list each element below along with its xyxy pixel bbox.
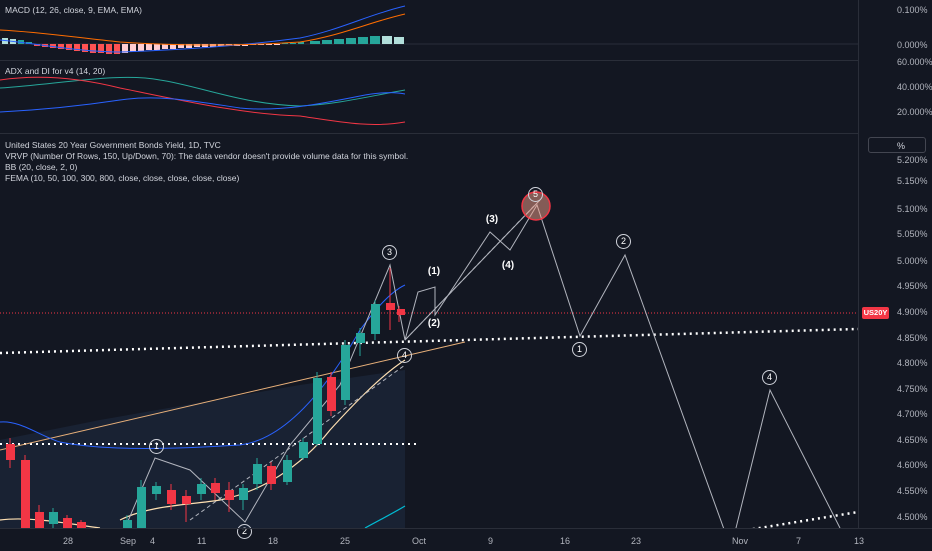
time-tick: 7	[796, 536, 802, 546]
vrvp-legend[interactable]: VRVP (Number Of Rows, 150, Up/Down, 70):…	[5, 151, 409, 161]
bb-legend[interactable]: BB (20, close, 2, 0)	[5, 162, 78, 172]
macd-legend[interactable]: MACD (12, 26, close, 9, EMA, EMA)	[5, 5, 142, 15]
price-tick: 4.900%	[897, 307, 928, 317]
price-tick: 4.950%	[897, 281, 928, 291]
adx-legend[interactable]: ADX and DI for v4 (14, 20)	[5, 66, 106, 76]
price-tick: 4.750%	[897, 384, 928, 394]
price-tick: 4.650%	[897, 435, 928, 445]
wave-label-circled[interactable]: 4	[397, 348, 412, 363]
adx-tick: 40.000%	[897, 82, 932, 92]
price-tick: 4.700%	[897, 409, 928, 419]
time-tick: 28	[63, 536, 74, 546]
wave-label-circled[interactable]: 4	[762, 370, 777, 385]
adx-pane[interactable]: ADX and DI for v4 (14, 20)	[0, 61, 858, 134]
time-tick: 23	[631, 536, 642, 546]
time-tick: 25	[340, 536, 351, 546]
symbol-price-tag: US20Y	[862, 307, 889, 319]
wave-label-circled[interactable]: 2	[237, 524, 252, 539]
adx-tick: 60.000%	[897, 57, 932, 67]
chart-drawing	[0, 5, 858, 528]
wave-label-circled[interactable]: 1	[149, 439, 164, 454]
wave-label-paren[interactable]: (2)	[427, 318, 441, 329]
price-tick: 4.600%	[897, 460, 928, 470]
wave-label-circled[interactable]: 1	[572, 342, 587, 357]
adx-tick: 20.000%	[897, 107, 932, 117]
macd-pane[interactable]: MACD (12, 26, close, 9, EMA, EMA)	[0, 0, 858, 61]
wave-label-paren[interactable]: (3)	[485, 214, 499, 225]
time-tick: 11	[197, 536, 207, 546]
time-tick: 13	[854, 536, 865, 546]
wave-label-circled[interactable]: 5	[528, 187, 543, 202]
candles	[6, 268, 405, 528]
wave-label-circled[interactable]: 2	[616, 234, 631, 249]
time-tick: 9	[488, 536, 494, 546]
time-tick: Nov	[732, 536, 749, 546]
fema-legend[interactable]: FEMA (10, 50, 100, 300, 800, close, clos…	[5, 173, 240, 183]
time-tick: 18	[268, 536, 279, 546]
time-axis[interactable]: 28 Sep 4 11 18 25 Oct 9 16 23 Nov 7 13	[0, 528, 932, 551]
price-axis[interactable]	[858, 0, 932, 528]
price-tick: 4.800%	[897, 358, 928, 368]
price-tick: 4.500%	[897, 512, 928, 522]
wave-label-paren[interactable]: (4)	[501, 260, 515, 271]
price-tick: 4.850%	[897, 333, 928, 343]
price-tick: 4.550%	[897, 486, 928, 496]
price-tick: 5.150%	[897, 176, 928, 186]
wave-label-paren[interactable]: (1)	[427, 266, 441, 277]
price-tick: 5.200%	[897, 155, 928, 165]
percent-scale-button[interactable]: %	[868, 137, 926, 153]
price-tick: 5.000%	[897, 256, 928, 266]
price-tick: 5.100%	[897, 204, 928, 214]
symbol-legend[interactable]: United States 20 Year Government Bonds Y…	[5, 140, 221, 150]
macd-tick: 0.000%	[897, 40, 928, 50]
time-tick: 4	[150, 536, 156, 546]
time-tick: Oct	[412, 536, 427, 546]
price-tick: 5.050%	[897, 229, 928, 239]
time-tick: 16	[560, 536, 571, 546]
wave-label-circled[interactable]: 3	[382, 245, 397, 260]
macd-tick: 0.100%	[897, 5, 928, 15]
time-tick: Sep	[120, 536, 137, 546]
